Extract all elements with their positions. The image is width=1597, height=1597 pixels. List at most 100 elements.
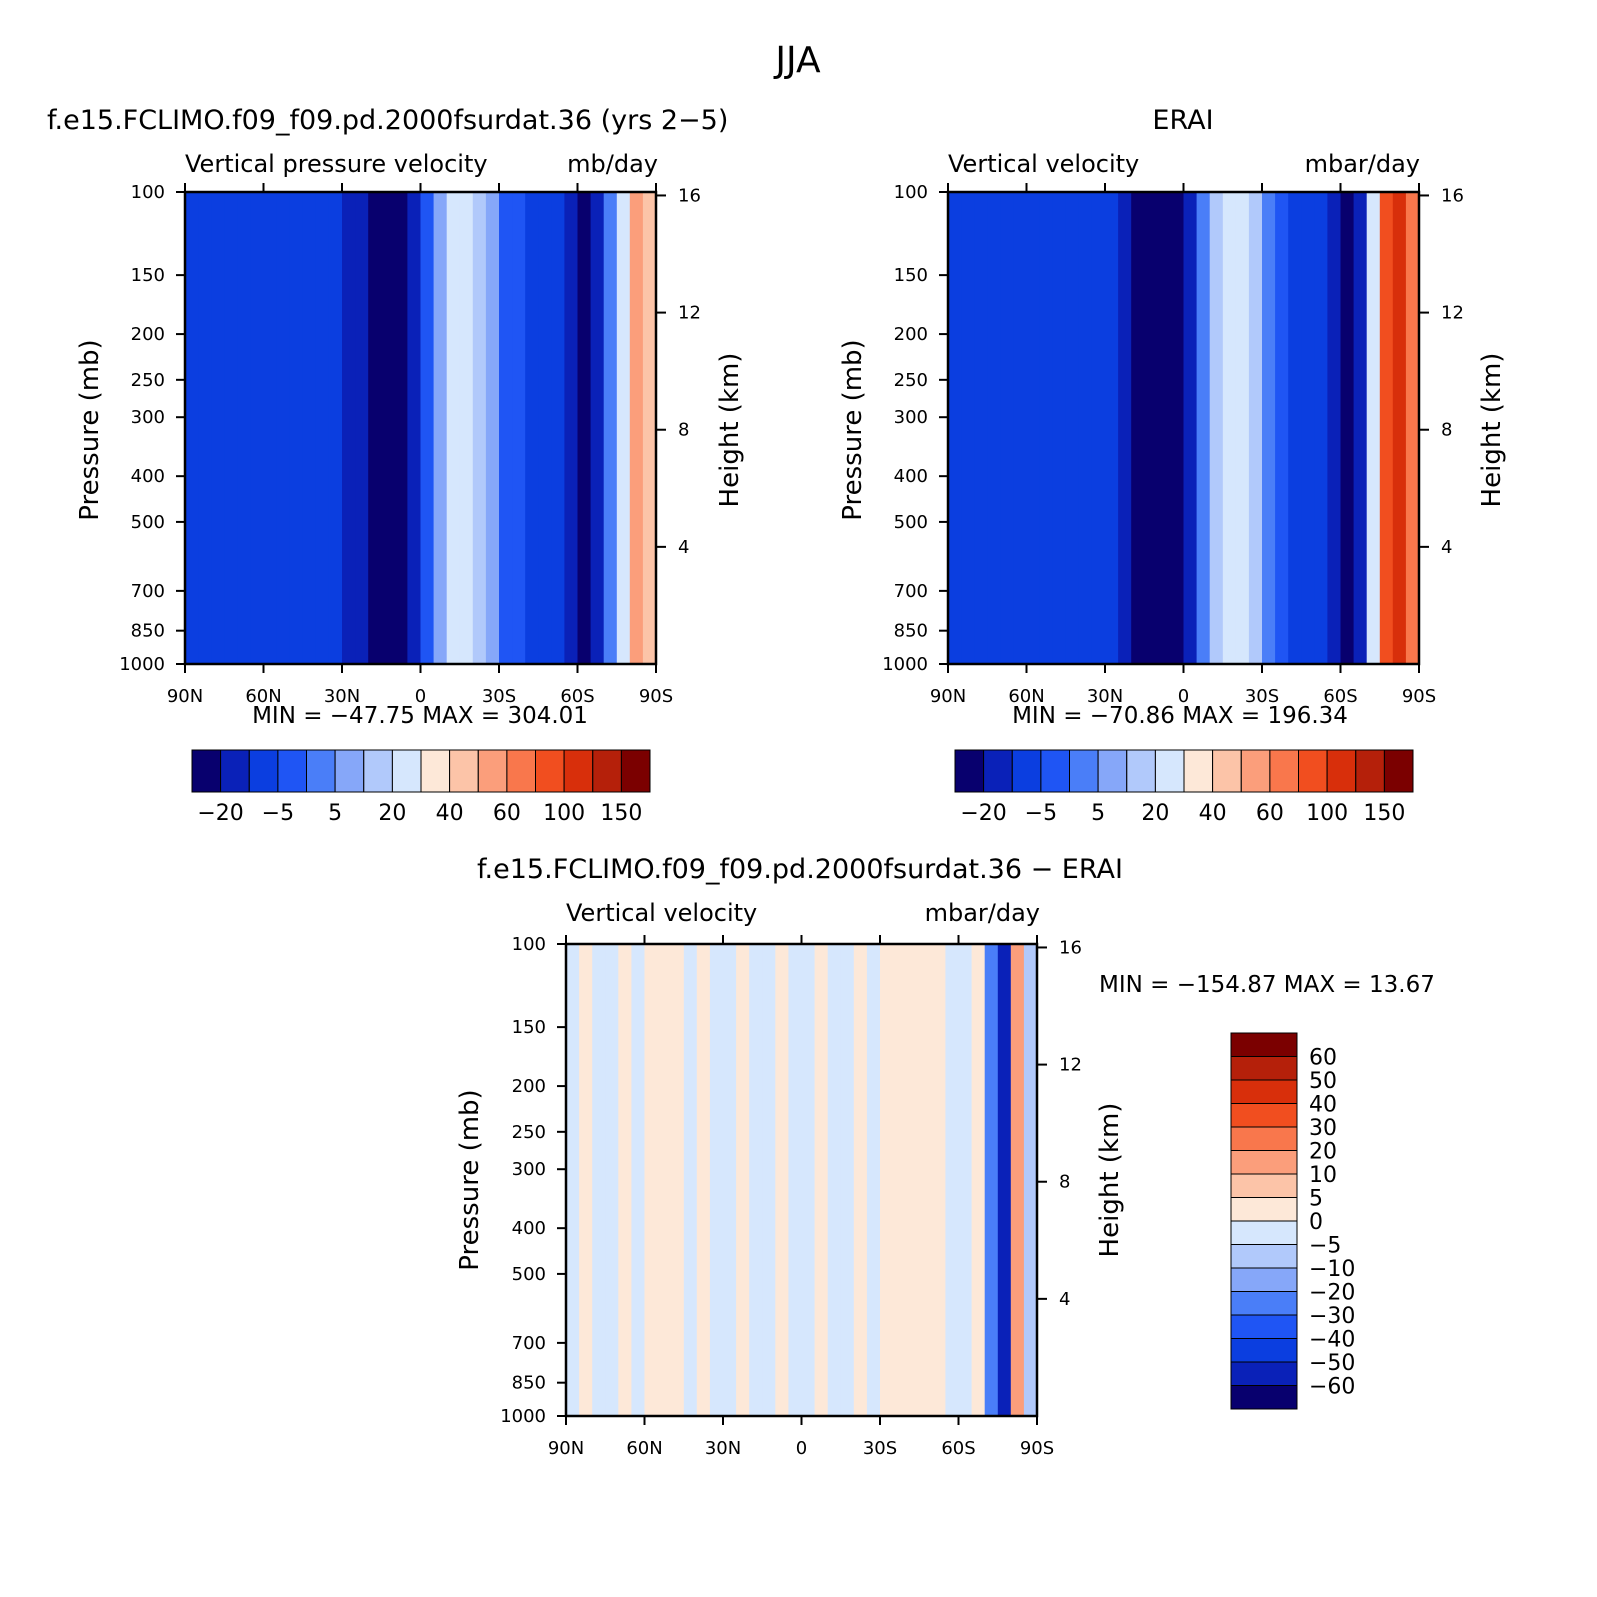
x-tick-label: 60S — [1323, 686, 1357, 707]
field-band — [631, 944, 646, 1416]
field-band — [893, 944, 907, 1416]
y-tick-label: 700 — [894, 581, 928, 602]
colorbar-label: 60 — [1256, 801, 1284, 826]
colorbar-label: 60 — [493, 801, 521, 826]
field-band — [961, 192, 975, 664]
y-tick-label: 300 — [131, 407, 165, 428]
field-band — [801, 944, 816, 1416]
colorbar-swatch — [620, 749, 651, 793]
colorbar-swatch — [1230, 1314, 1298, 1339]
field-band — [1078, 192, 1093, 664]
field-band — [1262, 192, 1276, 664]
field-band — [1327, 192, 1342, 664]
y-tick-label: 1000 — [500, 1406, 546, 1427]
field-band — [1157, 192, 1171, 664]
field-band — [1170, 192, 1185, 664]
field-band — [971, 944, 986, 1416]
field-band — [788, 944, 803, 1416]
height-tick-label: 12 — [1059, 1055, 1082, 1076]
y-tick-label: 700 — [131, 581, 165, 602]
colorbar-label: 150 — [1363, 801, 1405, 826]
colorbar-swatch — [1212, 749, 1242, 793]
colorbar-label: 40 — [1199, 801, 1227, 826]
panel-model: f.e15.FCLIMO.f09_f09.pd.2000fsurdat.36 (… — [47, 105, 745, 826]
y-axis-title: Pressure (mb) — [455, 1089, 485, 1270]
colorbar-label: 150 — [600, 801, 642, 826]
colorbar-swatch — [334, 749, 365, 793]
x-tick-label: 30S — [482, 686, 516, 707]
field-band — [577, 192, 592, 664]
height-tick-label: 16 — [1059, 937, 1082, 958]
colorbar-swatch — [1240, 749, 1271, 793]
colorbar-swatch — [563, 749, 594, 793]
y-axis-title: Pressure (mb) — [838, 339, 868, 520]
field-band — [775, 944, 789, 1416]
x-tick-label: 0 — [415, 686, 426, 707]
colorbar-swatch — [1040, 749, 1071, 793]
variable-label: Vertical pressure velocity — [185, 150, 488, 178]
colorbar-swatch — [1097, 749, 1128, 793]
x-tick-label: 60N — [626, 1438, 662, 1459]
colorbar-swatch — [1230, 1267, 1298, 1292]
height-tick-label: 4 — [1059, 1289, 1070, 1310]
field-band — [670, 944, 685, 1416]
field-band — [446, 192, 461, 664]
colorbar-swatch — [1154, 749, 1185, 793]
field-band — [603, 192, 618, 664]
field-band — [472, 192, 487, 664]
field-band — [538, 192, 552, 664]
field-band — [289, 192, 304, 664]
y-tick-label: 500 — [512, 1264, 546, 1285]
y-tick-label: 500 — [131, 512, 165, 533]
stats-label: MIN = −70.86 MAX = 196.34 — [1012, 703, 1348, 729]
colorbar-swatch — [1230, 1079, 1298, 1104]
colorbar-label: 30 — [1309, 1116, 1337, 1141]
panel-erai: ERAI Vertical velocity mbar/day MIN = −7… — [838, 105, 1507, 826]
stats-label: MIN = −154.87 MAX = 13.67 — [1099, 972, 1435, 998]
field-band — [263, 192, 278, 664]
panel-title: f.e15.FCLIMO.f09_f09.pd.2000fsurdat.36 (… — [47, 105, 728, 136]
colorbar-label: 20 — [378, 801, 406, 826]
field-band — [276, 192, 291, 664]
x-tick-label: 0 — [1178, 686, 1189, 707]
field-band — [997, 944, 1012, 1416]
colorbar-swatch — [1069, 749, 1099, 793]
field-band — [958, 944, 973, 1416]
colorbar-swatch — [1230, 1220, 1298, 1245]
field-band — [605, 944, 619, 1416]
colorbar-swatch — [1230, 1032, 1298, 1057]
y-tick-label: 300 — [894, 407, 928, 428]
units-label: mbar/day — [1305, 150, 1420, 178]
x-tick-label: 30N — [705, 1438, 741, 1459]
height-tick-label: 16 — [678, 185, 701, 206]
colorbar-label: −40 — [1309, 1328, 1355, 1353]
colorbar-label: 5 — [1091, 801, 1105, 826]
panel-title: ERAI — [1152, 105, 1213, 136]
colorbar-swatch — [1298, 749, 1328, 793]
field-band — [696, 944, 711, 1416]
colorbar-swatch — [477, 749, 508, 793]
field-band — [616, 192, 631, 664]
height-tick-label: 4 — [1441, 537, 1452, 558]
right-axis-title: Height (km) — [715, 353, 745, 508]
y-tick-label: 500 — [894, 512, 928, 533]
colorbar-swatch — [506, 749, 536, 793]
x-tick-label: 60N — [245, 686, 281, 707]
field-band — [984, 944, 999, 1416]
field-band — [866, 944, 881, 1416]
field-band — [1301, 192, 1315, 664]
y-tick-label: 400 — [894, 466, 928, 487]
colorbar-swatch — [1230, 1361, 1298, 1386]
field-band — [1118, 192, 1132, 664]
colorbar-swatch — [1230, 1385, 1298, 1410]
colorbar-label: 40 — [1309, 1093, 1337, 1118]
field-band — [919, 944, 933, 1416]
field-band — [1091, 192, 1106, 664]
field-band — [1052, 192, 1067, 664]
field-band — [1392, 192, 1407, 664]
colorbar-swatch — [1230, 1173, 1298, 1198]
colorbar-swatch — [1230, 1150, 1298, 1175]
right-axis-title: Height (km) — [1477, 353, 1507, 508]
right-axis-title: Height (km) — [1095, 1103, 1125, 1258]
